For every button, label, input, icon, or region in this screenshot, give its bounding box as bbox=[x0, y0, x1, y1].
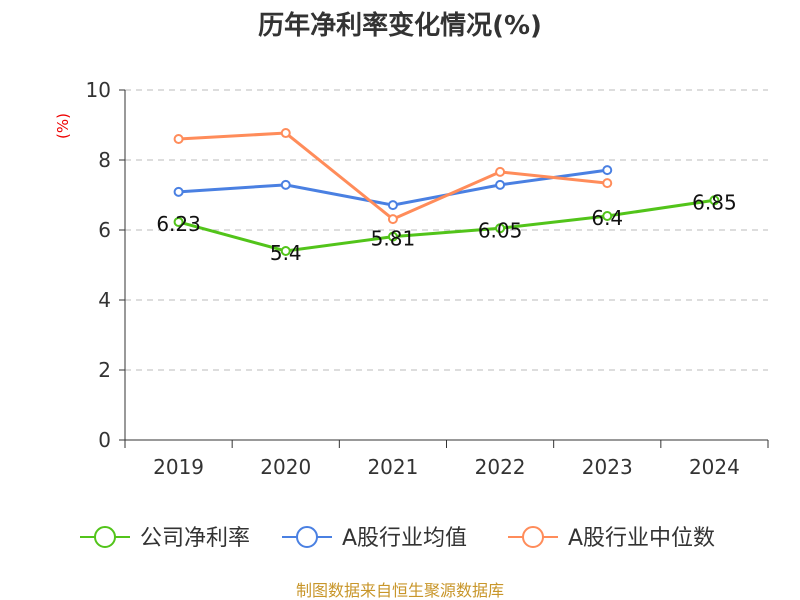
data-point bbox=[280, 128, 291, 139]
legend-marker bbox=[522, 526, 544, 548]
data-label: 6.4 bbox=[591, 206, 623, 230]
data-point bbox=[173, 134, 184, 144]
legend-marker bbox=[94, 526, 116, 548]
data-point bbox=[387, 231, 398, 242]
legend-label: 公司净利率 bbox=[140, 526, 250, 551]
y-tick-label: 8 bbox=[98, 148, 111, 172]
data-point bbox=[602, 211, 613, 221]
y-axis-label: (%) bbox=[54, 113, 72, 139]
x-tick-label: 2019 bbox=[153, 455, 204, 479]
data-point bbox=[495, 166, 506, 177]
source-note: 制图数据来自恒生聚源数据库 bbox=[296, 581, 504, 600]
x-tick-label: 2023 bbox=[582, 455, 633, 479]
data-label: 5.4 bbox=[270, 241, 302, 265]
data-label: 6.85 bbox=[692, 190, 737, 214]
data-label: 5.81 bbox=[371, 227, 416, 251]
legend-marker bbox=[296, 526, 318, 548]
chart-title: 历年净利率变化情况(%) bbox=[258, 10, 542, 41]
data-point bbox=[387, 214, 398, 225]
data-point bbox=[173, 216, 184, 227]
data-point bbox=[280, 246, 291, 256]
data-point bbox=[280, 179, 291, 190]
y-tick-label: 0 bbox=[98, 428, 111, 452]
x-tick-label: 2022 bbox=[475, 455, 526, 479]
y-tick-label: 6 bbox=[98, 218, 111, 242]
data-point bbox=[709, 195, 720, 206]
x-tick-label: 2020 bbox=[260, 455, 311, 479]
data-point bbox=[495, 179, 506, 190]
data-label: 6.05 bbox=[478, 218, 523, 242]
x-tick-label: 2021 bbox=[367, 455, 418, 479]
data-point bbox=[495, 223, 506, 234]
data-point bbox=[173, 186, 184, 197]
legend-label: A股行业中位数 bbox=[568, 526, 715, 551]
y-tick-label: 4 bbox=[98, 288, 111, 312]
series-line bbox=[178, 198, 715, 253]
data-point bbox=[387, 200, 398, 211]
y-tick-label: 10 bbox=[86, 78, 111, 102]
data-point bbox=[602, 178, 613, 189]
x-tick-label: 2024 bbox=[689, 455, 740, 479]
legend-label: A股行业均值 bbox=[342, 526, 467, 551]
data-label: 6.23 bbox=[156, 212, 201, 236]
y-tick-label: 2 bbox=[98, 358, 111, 382]
data-point bbox=[602, 165, 613, 176]
